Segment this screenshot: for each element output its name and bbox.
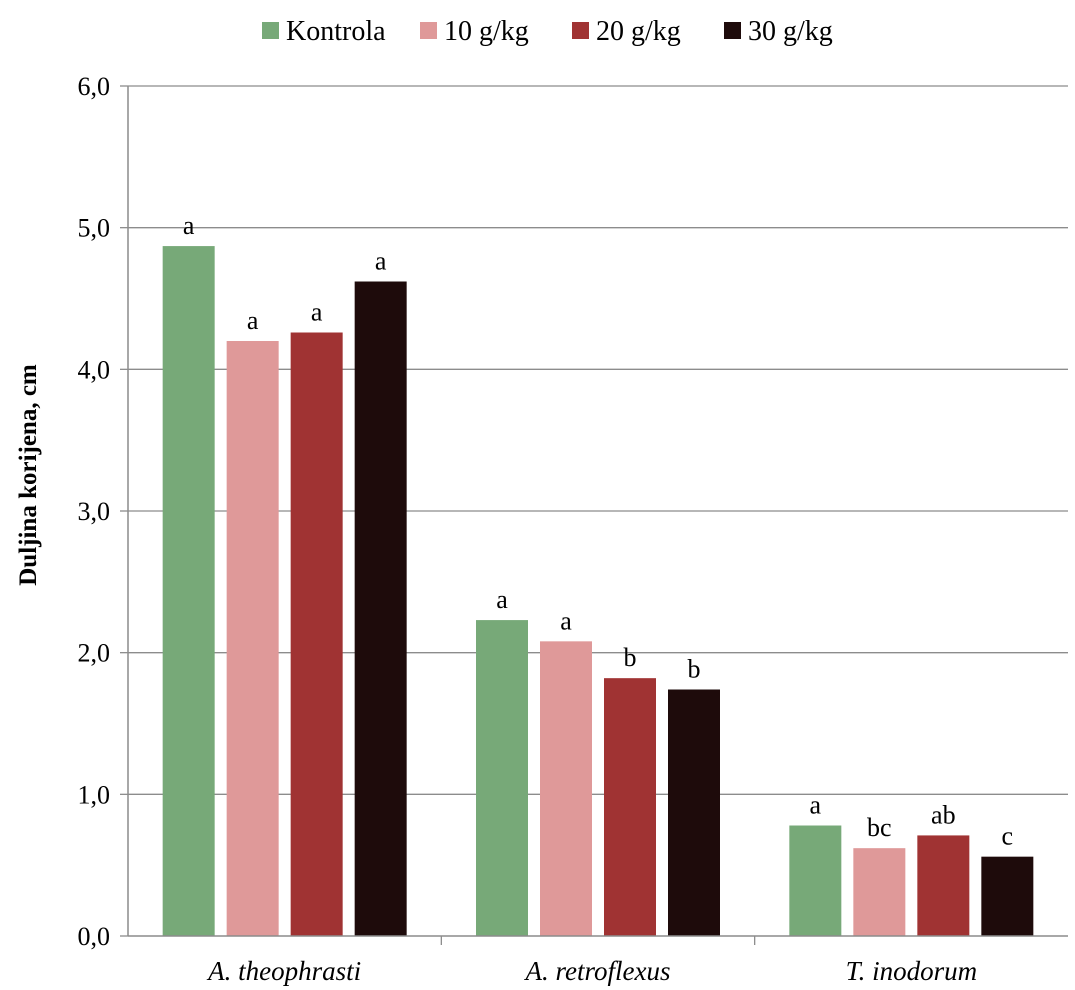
y-tick-label: 5,0 — [78, 214, 111, 243]
y-tick-label: 1,0 — [78, 780, 111, 809]
legend-label: 30 g/kg — [748, 16, 833, 47]
x-tick-label: T. inodorum — [846, 956, 978, 986]
bar — [226, 341, 279, 936]
bar — [853, 848, 906, 936]
legend-swatch — [420, 22, 437, 39]
bar — [917, 835, 970, 936]
y-axis-label: Duljina korijena, cm — [15, 364, 42, 586]
y-tick-label: 2,0 — [78, 639, 111, 668]
legend-label: 20 g/kg — [596, 16, 681, 47]
legend: Kontrola 10 g/kg 20 g/kg 30 g/kg — [262, 16, 833, 47]
legend-swatch — [724, 22, 741, 39]
bar-significance-label: b — [688, 655, 701, 684]
x-tick-label: A. retroflexus — [524, 956, 671, 986]
bar — [981, 856, 1034, 936]
y-tick-label: 6,0 — [78, 72, 111, 101]
bar-significance-label: c — [1002, 822, 1014, 851]
bars — [162, 246, 1034, 937]
axes — [127, 86, 1068, 945]
bar — [668, 689, 720, 936]
bar-significance-label: a — [496, 585, 508, 614]
bar — [604, 678, 656, 936]
bar — [540, 641, 592, 936]
bar-significance-label: a — [183, 211, 195, 240]
legend-swatch — [572, 22, 589, 39]
legend-label: 10 g/kg — [444, 16, 529, 47]
bar-significance-label: a — [311, 298, 323, 327]
y-tick-label: 0,0 — [78, 922, 111, 951]
y-tick-label: 3,0 — [78, 497, 111, 526]
bar-significance-label: a — [247, 306, 259, 335]
x-tick-labels: A. theophrasti A. retroflexus T. inodorum — [206, 956, 977, 986]
legend-swatch — [262, 22, 279, 39]
bar-significance-label: a — [560, 606, 572, 635]
bar — [789, 825, 842, 936]
bar-significance-label: a — [810, 791, 822, 820]
bar — [476, 620, 528, 936]
bar — [354, 281, 407, 936]
bar-significance-label: a — [375, 247, 387, 276]
bar-significance-label: bc — [867, 813, 892, 842]
bar-significance-label: ab — [931, 800, 956, 829]
bar — [162, 246, 215, 937]
bar — [290, 332, 343, 936]
gridlines — [120, 85, 1068, 937]
bar-significance-label: b — [624, 643, 637, 672]
x-tick-label: A. theophrasti — [206, 956, 361, 986]
y-tick-label: 4,0 — [78, 355, 111, 384]
legend-label: Kontrola — [286, 16, 386, 47]
y-tick-labels: 0,0 1,0 2,0 3,0 4,0 5,0 6,0 — [78, 72, 111, 951]
